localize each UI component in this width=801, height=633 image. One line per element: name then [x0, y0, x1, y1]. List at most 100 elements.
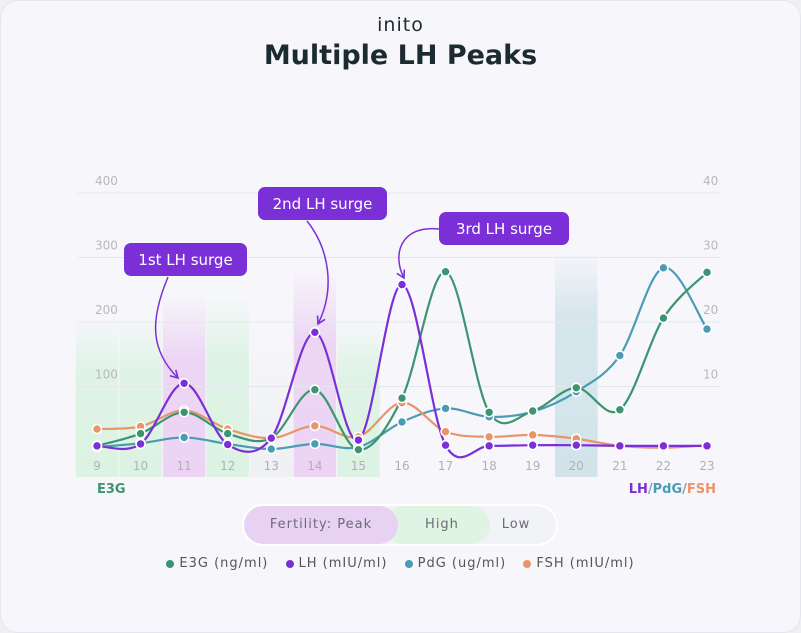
legend-label: PdG (ug/ml)	[417, 556, 507, 571]
data-point-e3g	[135, 428, 146, 439]
fertility-band-high	[119, 315, 162, 477]
right-axis-label-lh: LH	[629, 482, 648, 497]
legend-item-lh: LH (mIU/ml)	[285, 556, 388, 571]
x-tick-label: 19	[525, 459, 540, 473]
right-tick-label: 40	[703, 174, 718, 188]
x-tick-label: 11	[177, 459, 192, 473]
fsh-dot-icon	[523, 559, 532, 568]
x-tick-label: 15	[351, 459, 366, 473]
e3g-dot-icon	[166, 559, 175, 568]
fertility-band-high	[75, 315, 119, 477]
data-point-fsh	[483, 431, 495, 443]
left-tick-label: 100	[95, 368, 118, 382]
right-tick-label: 10	[703, 368, 718, 382]
right-tick-label: 20	[703, 303, 718, 317]
annotation-arrow	[396, 228, 440, 280]
annotation-label: 3rd LH surge	[456, 220, 552, 238]
x-tick-label: 10	[133, 459, 148, 473]
x-tick-label: 12	[220, 459, 235, 473]
data-point-e3g	[396, 392, 408, 404]
data-point-lh	[570, 439, 582, 451]
series-line-lh	[96, 283, 707, 459]
annotation-arrow	[306, 220, 329, 326]
annotation-arrow	[154, 276, 180, 380]
data-point-pdg	[440, 403, 451, 414]
legend-item-fsh: FSH (mIU/ml)	[523, 556, 634, 571]
fertility-peak-label: Fertility: Peak	[244, 506, 398, 544]
annotation-label: 2nd LH surge	[273, 195, 373, 213]
chart-title: Multiple LH Peaks	[263, 40, 538, 71]
annotation-box	[258, 187, 387, 220]
legend-item-e3g: E3G (ng/ml)	[166, 556, 268, 571]
right-tick-label: 30	[703, 239, 718, 253]
data-point-e3g	[527, 405, 539, 417]
x-tick-label: 21	[612, 459, 627, 473]
data-point-pdg	[658, 262, 669, 274]
data-point-pdg	[178, 432, 190, 443]
data-point-e3g	[701, 267, 713, 278]
data-point-fsh	[309, 420, 321, 432]
data-point-e3g	[614, 404, 626, 416]
data-point-pdg	[309, 438, 321, 450]
legend-label: FSH (mIU/ml)	[536, 556, 635, 571]
data-point-lh	[658, 440, 669, 452]
data-point-e3g	[440, 266, 451, 277]
data-point-lh	[222, 439, 234, 450]
x-tick-label: 22	[656, 459, 671, 473]
data-point-lh	[614, 440, 626, 452]
data-point-e3g	[658, 312, 669, 324]
fertility-high-label: High	[384, 506, 490, 544]
annotation-box	[124, 243, 247, 276]
data-point-lh	[265, 432, 277, 444]
data-point-e3g	[570, 382, 582, 394]
x-tick-label: 18	[482, 459, 497, 473]
data-point-pdg	[265, 443, 277, 455]
data-point-lh	[701, 440, 713, 452]
data-point-lh	[91, 440, 103, 452]
data-point-pdg	[614, 350, 626, 361]
right-axis-label-sep: /	[682, 482, 687, 497]
legend-item-pdg: PdG (ug/ml)	[404, 556, 507, 571]
data-point-pdg	[701, 323, 713, 335]
lh-dot-icon	[285, 559, 294, 568]
right-axis-label-sep: /	[648, 482, 653, 497]
data-point-lh	[135, 438, 146, 450]
inito-logo: inito	[377, 14, 424, 36]
data-point-pdg	[396, 416, 408, 428]
data-point-lh	[396, 279, 408, 290]
x-tick-label: 9	[93, 459, 101, 473]
data-point-e3g	[353, 444, 364, 456]
left-axis-label: E3G	[97, 482, 126, 497]
legend-label: E3G (ng/ml)	[179, 556, 269, 571]
data-point-e3g	[178, 406, 190, 418]
data-point-e3g	[309, 384, 321, 396]
annotation-box	[439, 212, 569, 245]
data-point-fsh	[91, 423, 103, 435]
x-tick-label: 20	[569, 459, 584, 473]
data-point-lh	[440, 439, 451, 451]
right-axis-label-fsh: FSH	[687, 482, 716, 497]
data-point-fsh	[440, 426, 451, 437]
right-axis-label: LH/PdG/FSH	[629, 482, 716, 497]
fertility-low-label: Low	[501, 517, 531, 532]
left-tick-label: 300	[95, 239, 118, 253]
data-point-lh	[309, 327, 321, 338]
x-tick-label: 14	[307, 459, 322, 473]
left-tick-label: 400	[95, 174, 118, 188]
fertility-legend: Fertility: Peak High Low	[242, 504, 558, 546]
data-point-e3g	[483, 406, 495, 418]
series-legend: E3G (ng/ml) LH (mIU/ml) PdG (ug/ml) FSH …	[0, 556, 801, 571]
x-tick-label: 23	[699, 459, 714, 473]
right-axis-label-pdg: PdG	[653, 482, 683, 497]
data-point-lh	[483, 440, 495, 452]
data-point-lh	[353, 434, 364, 446]
x-tick-label: 16	[394, 459, 409, 473]
data-point-fsh	[527, 429, 539, 441]
pdg-dot-icon	[404, 559, 413, 568]
data-point-lh	[527, 439, 539, 451]
legend-label: LH (mIU/ml)	[298, 556, 388, 571]
data-point-lh	[178, 377, 190, 389]
x-tick-label: 17	[438, 459, 453, 473]
data-point-e3g	[222, 428, 234, 439]
